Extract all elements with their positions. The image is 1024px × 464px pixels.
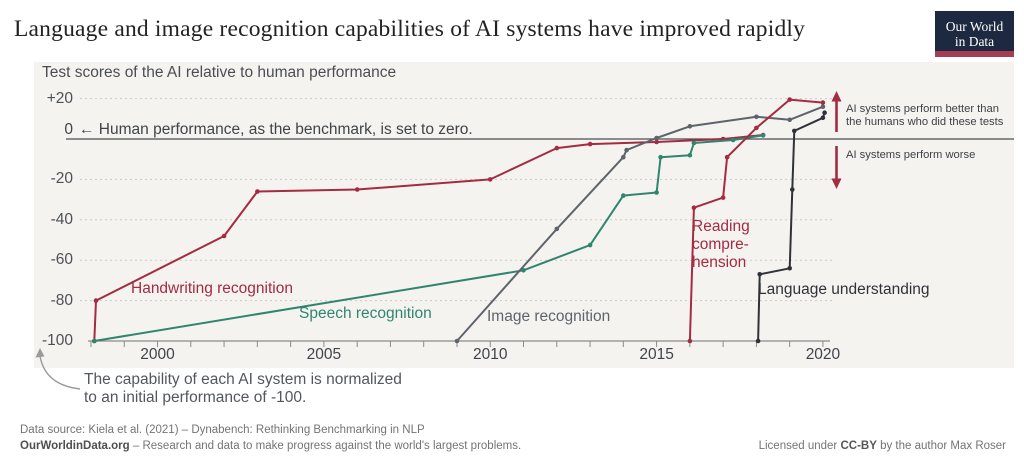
y-tick-label: -80 xyxy=(50,291,73,309)
annotation-ai-worse: AI systems perform worse xyxy=(846,149,976,161)
y-tick-label: -40 xyxy=(50,210,73,228)
normalization-note: The capability of each AI system is norm… xyxy=(84,371,402,406)
y-tick-label: -60 xyxy=(50,251,73,269)
y-tick-label: +20 xyxy=(46,89,73,107)
footer-tagline-text: – Research and data to make progress aga… xyxy=(129,440,522,452)
y-tick-label-zero: 0 xyxy=(64,121,73,138)
series-label-handwriting-recognition: Handwriting recognition xyxy=(131,280,293,297)
plot-panel xyxy=(34,62,1014,368)
x-tick-label: 2020 xyxy=(805,346,841,363)
series-speech-recognition xyxy=(92,133,766,344)
perform-better-arrow-icon xyxy=(831,91,842,132)
annotation-ai-better: AI systems perform better than the human… xyxy=(846,103,1004,128)
series-label-image-recognition: Image recognition xyxy=(487,308,611,325)
x-tick-label: 2015 xyxy=(639,346,674,363)
human-benchmark-annotation: ← Human performance, as the benchmark, i… xyxy=(79,121,473,138)
license-suffix: by the author Max Roser xyxy=(876,440,1006,452)
series-reading-comprehension xyxy=(687,97,826,344)
series-label-language-understanding: Language understanding xyxy=(758,281,930,298)
y-tick-label: -20 xyxy=(50,170,73,188)
owid-logo: Our World in Data xyxy=(935,11,1014,57)
owid-url-text: OurWorldinData.org xyxy=(20,440,130,452)
data-source-text: Data source: Kiela et al. (2021) – Dynab… xyxy=(20,424,425,436)
series-label-speech-recognition: Speech recognition xyxy=(299,305,432,322)
series-image-recognition xyxy=(454,104,826,344)
note-curved-arrow-icon xyxy=(35,348,81,390)
license-text: Licensed under CC-BY by the author Max R… xyxy=(759,440,1006,452)
x-tick-label: 2010 xyxy=(472,346,508,363)
perform-worse-arrow-icon xyxy=(831,146,842,189)
x-tick-label: 2005 xyxy=(306,346,342,363)
logo-text-line2: in Data xyxy=(954,34,995,49)
data-series-lines xyxy=(92,97,827,344)
page-title: Language and image recognition capabilit… xyxy=(14,16,806,42)
series-language-understanding xyxy=(755,110,827,344)
license-prefix: Licensed under xyxy=(758,440,841,452)
logo-text-line1: Our World xyxy=(945,19,1004,34)
chart-subtitle: Test scores of the AI relative to human … xyxy=(42,64,397,81)
series-label-reading-comprehension: Reading compre- hension xyxy=(692,218,750,271)
x-tick-label: 2000 xyxy=(140,346,175,363)
y-tick-label: -100 xyxy=(41,332,73,349)
footer-tagline: OurWorldinData.org – Research and data t… xyxy=(20,440,521,452)
license-cc-by: CC-BY xyxy=(840,440,877,452)
y-gridlines xyxy=(80,98,833,302)
logo-red-strip xyxy=(935,51,1014,57)
